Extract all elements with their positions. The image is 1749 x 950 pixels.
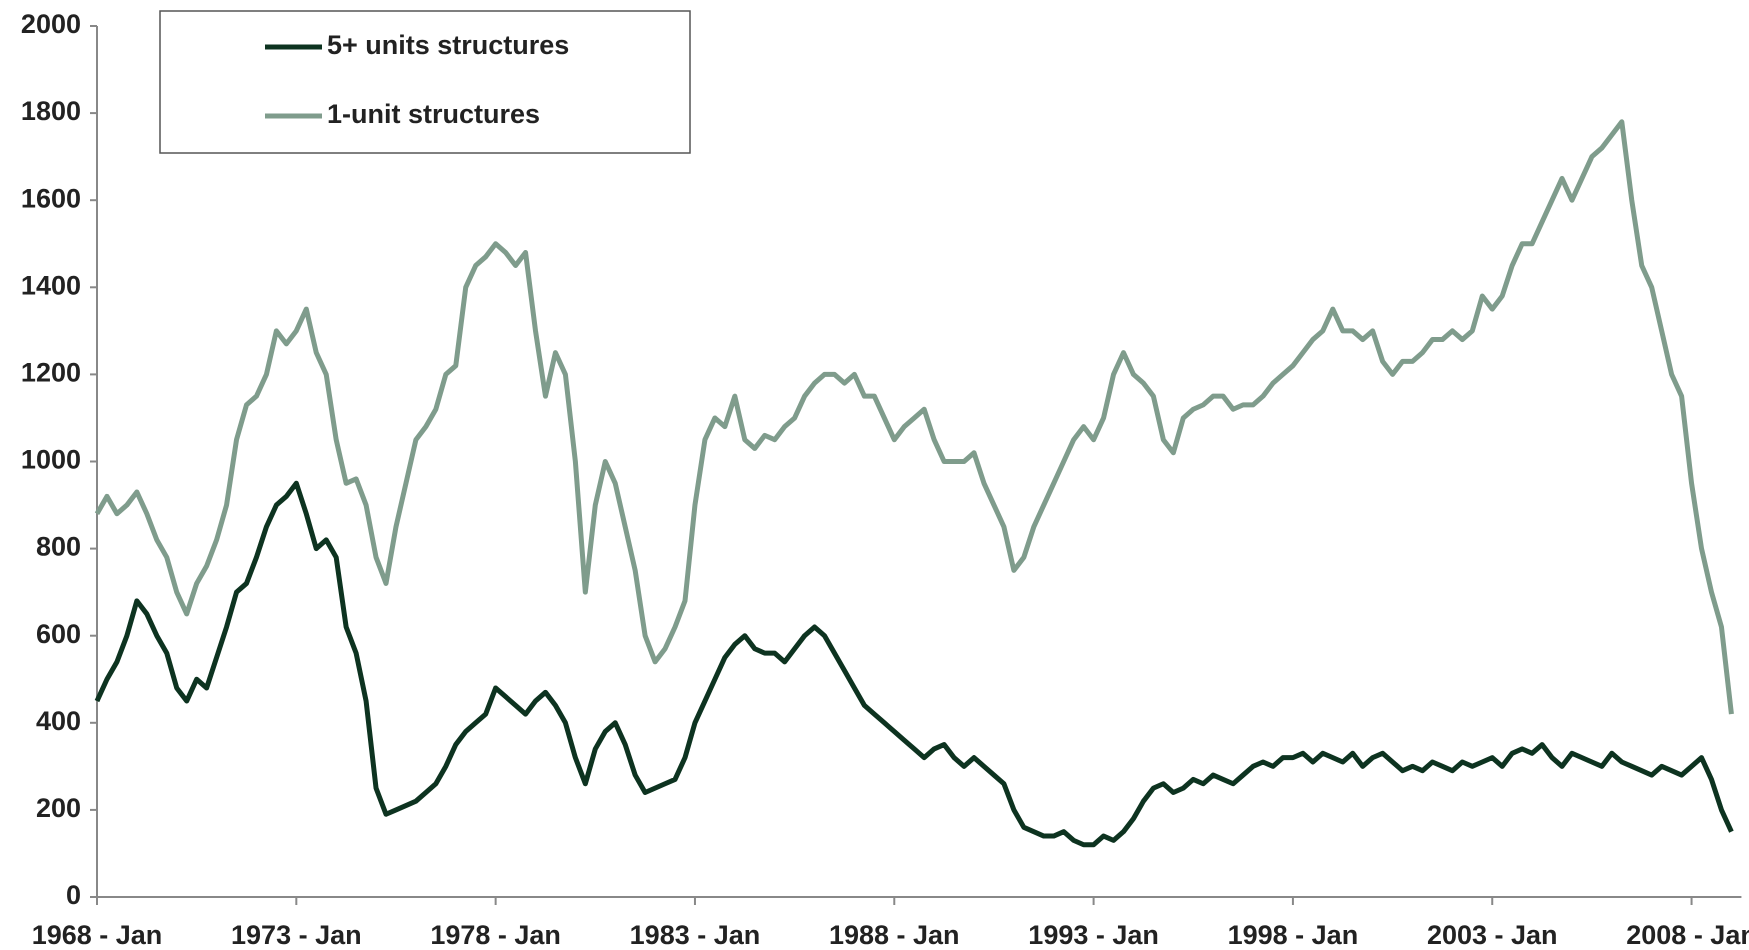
- line-series: [94, 119, 1734, 715]
- y-tick-label: 1000: [21, 445, 81, 475]
- x-tick-label: 1968 - Jan: [32, 920, 163, 950]
- y-tick-label: 600: [36, 619, 81, 649]
- legend-box: [159, 10, 691, 154]
- y-tick-label: 1800: [21, 96, 81, 126]
- y-tick-label: 800: [36, 532, 81, 562]
- legend-label: 1-unit structures: [327, 99, 540, 129]
- line-series: [94, 480, 1734, 848]
- x-tick-label: 1978 - Jan: [430, 920, 561, 950]
- y-tick-label: 400: [36, 706, 81, 736]
- x-tick-label: 2008 - Jan: [1626, 920, 1749, 950]
- y-tick-label: 1200: [21, 358, 81, 388]
- x-tick-label: 1988 - Jan: [829, 920, 960, 950]
- x-tick-label: 1973 - Jan: [231, 920, 362, 950]
- y-tick-label: 0: [66, 880, 81, 910]
- x-tick-label: 1998 - Jan: [1228, 920, 1359, 950]
- y-tick-label: 200: [36, 793, 81, 823]
- x-tick-label: 2003 - Jan: [1427, 920, 1558, 950]
- x-tick-label: 1983 - Jan: [630, 920, 761, 950]
- y-tick-label: 1600: [21, 183, 81, 213]
- legend-label: 5+ units structures: [327, 30, 569, 60]
- x-tick-label: 1993 - Jan: [1028, 920, 1159, 950]
- y-tick-label: 2000: [21, 9, 81, 39]
- y-tick-label: 1400: [21, 270, 81, 300]
